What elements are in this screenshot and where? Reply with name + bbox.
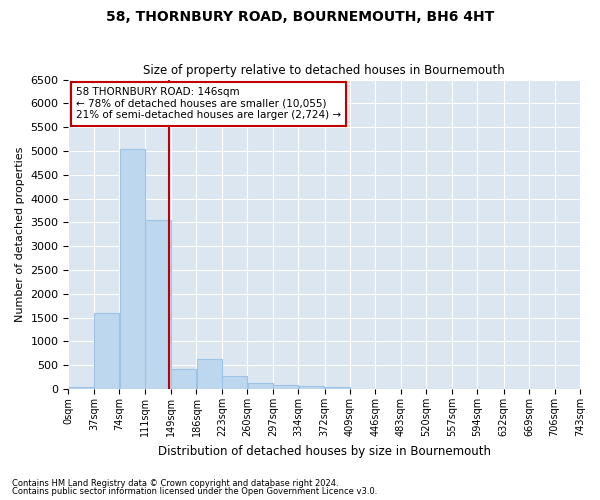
- Bar: [299, 386, 325, 389]
- Text: 58, THORNBURY ROAD, BOURNEMOUTH, BH6 4HT: 58, THORNBURY ROAD, BOURNEMOUTH, BH6 4HT: [106, 10, 494, 24]
- X-axis label: Distribution of detached houses by size in Bournemouth: Distribution of detached houses by size …: [158, 444, 491, 458]
- Text: Contains public sector information licensed under the Open Government Licence v3: Contains public sector information licen…: [12, 487, 377, 496]
- Bar: [94, 313, 119, 389]
- Y-axis label: Number of detached properties: Number of detached properties: [15, 146, 25, 322]
- Title: Size of property relative to detached houses in Bournemouth: Size of property relative to detached ho…: [143, 64, 505, 77]
- Bar: [197, 359, 222, 389]
- Bar: [273, 385, 298, 389]
- Bar: [145, 220, 171, 389]
- Bar: [248, 384, 273, 389]
- Bar: [119, 148, 145, 389]
- Text: 58 THORNBURY ROAD: 146sqm
← 78% of detached houses are smaller (10,055)
21% of s: 58 THORNBURY ROAD: 146sqm ← 78% of detac…: [76, 88, 341, 120]
- Bar: [222, 376, 247, 389]
- Bar: [325, 386, 350, 389]
- Bar: [68, 386, 94, 389]
- Bar: [171, 368, 196, 389]
- Text: Contains HM Land Registry data © Crown copyright and database right 2024.: Contains HM Land Registry data © Crown c…: [12, 478, 338, 488]
